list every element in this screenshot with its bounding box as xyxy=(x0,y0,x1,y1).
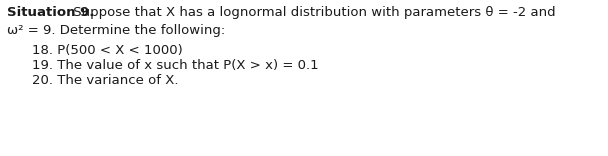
Text: ω² = 9. Determine the following:: ω² = 9. Determine the following: xyxy=(7,24,225,37)
Text: 20. The variance of X.: 20. The variance of X. xyxy=(32,74,179,87)
Text: 18. P(500 < X < 1000): 18. P(500 < X < 1000) xyxy=(32,44,183,57)
Text: 19. The value of x such that P(X > x) = 0.1: 19. The value of x such that P(X > x) = … xyxy=(32,59,319,72)
Text: Situation 9.: Situation 9. xyxy=(7,6,94,19)
Text: Suppose that X has a lognormal distribution with parameters θ = -2 and: Suppose that X has a lognormal distribut… xyxy=(69,6,556,19)
